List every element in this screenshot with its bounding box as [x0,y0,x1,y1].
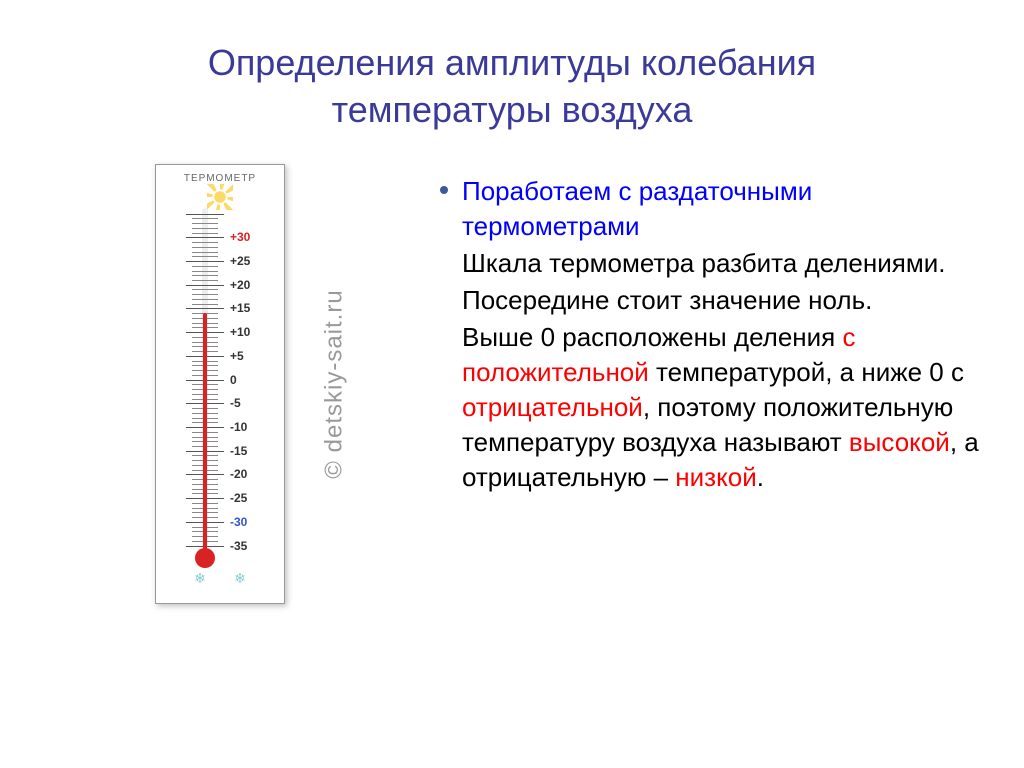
text-block: Поработаем с раздаточными термометрами Ш… [462,174,984,498]
scale-label: -25 [230,491,247,505]
para-2: Шкала термометра разбита делениями. [462,246,984,281]
bullet-row: Поработаем с раздаточными термометрами Ш… [440,174,984,498]
scale-label: -10 [230,420,247,434]
scale-label: +25 [230,254,250,268]
scale-label: +30 [230,230,250,244]
content-area: ТЕРМОМЕТР +30 +25 +20 +15 +10 +5 0 -5 -10 -15 -20 -… [0,164,1024,604]
para-4: Выше 0 расположены деления с положительн… [462,320,984,495]
title-line-1: Определения амплитуды колебания [208,42,816,83]
para-1: Поработаем с раздаточными термометрами [462,174,984,244]
sun-icon [211,188,229,206]
thermometer-panel: ТЕРМОМЕТР +30 +25 +20 +15 +10 +5 0 -5 -10 -15 -20 -… [40,164,400,604]
thermometer-card: ТЕРМОМЕТР +30 +25 +20 +15 +10 +5 0 -5 -10 -15 -20 -… [155,164,285,604]
scale-label: -15 [230,444,247,458]
scale-label: -30 [230,515,247,529]
text-panel: Поработаем с раздаточными термометрами Ш… [400,164,984,604]
scale-label: +15 [230,301,250,315]
scale-label: +20 [230,278,250,292]
snowflake-icon: ❄ [194,570,206,587]
scale-label: -5 [230,396,241,410]
thermometer-mercury [203,313,207,555]
scale-label: -20 [230,467,247,481]
snowflake-icons: ❄ ❄ [156,568,284,589]
snowflake-icon: ❄ [234,570,246,587]
copyright-watermark: © detskiy-sait.ru [321,289,349,478]
scale-label: 0 [230,373,237,387]
bullet-icon [440,186,448,194]
title-line-2: температуры воздуха [332,89,693,130]
slide-title: Определения амплитуды колебания температ… [0,0,1024,134]
thermometer-scale: +30 +25 +20 +15 +10 +5 0 -5 -10 -15 -20 -25 -30 -35 [156,208,284,568]
thermometer-label: ТЕРМОМЕТР [156,173,284,184]
para-3: Посередине стоит значение ноль. [462,283,984,318]
scale-label: -35 [230,539,247,553]
scale-label: +10 [230,325,250,339]
scale-label: +5 [230,349,244,363]
